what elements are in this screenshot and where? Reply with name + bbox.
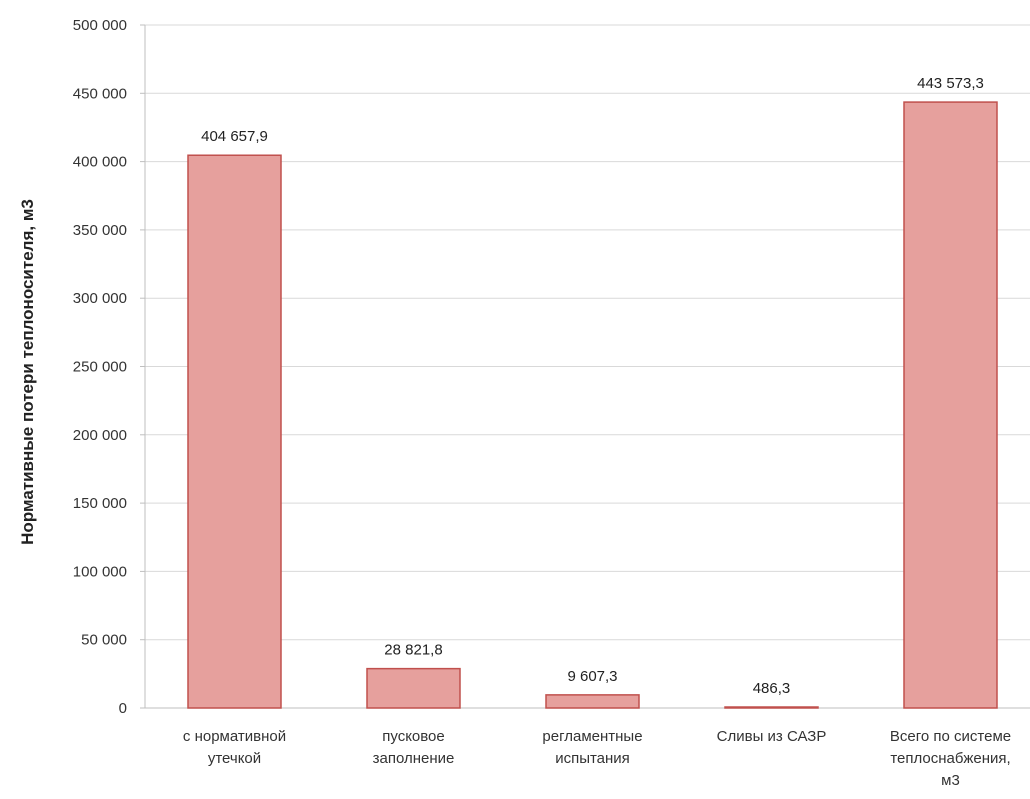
gridlines xyxy=(145,24,1030,641)
y-tick-label: 0 xyxy=(119,700,127,717)
x-category-label: Сливы из САЗР xyxy=(717,728,827,745)
y-axis-title: Нормативные потери теплоносителя, м3 xyxy=(18,199,37,545)
data-label: 9 607,3 xyxy=(567,668,617,685)
y-tick-label: 500 000 xyxy=(73,17,127,34)
x-category-label: Всего по системе xyxy=(890,728,1011,745)
y-tick-label: 50 000 xyxy=(81,632,127,649)
x-category-label: м3 xyxy=(941,772,960,789)
y-tick-label: 100 000 xyxy=(73,563,127,580)
y-tick-label: 250 000 xyxy=(73,359,127,376)
bar xyxy=(903,101,998,709)
bar xyxy=(545,694,640,709)
data-label: 404 657,9 xyxy=(201,128,268,145)
y-tick-label: 350 000 xyxy=(73,222,127,239)
x-category-label: испытания xyxy=(555,750,630,767)
y-tick-label: 300 000 xyxy=(73,290,127,307)
data-label: 486,3 xyxy=(753,680,791,697)
y-tick-label: 450 000 xyxy=(73,85,127,102)
data-label: 28 821,8 xyxy=(384,642,442,659)
x-category-label: заполнение xyxy=(373,750,455,767)
y-tick-label: 200 000 xyxy=(73,427,127,444)
x-category-label: регламентные xyxy=(542,728,642,745)
x-category-label: утечкой xyxy=(208,750,261,767)
bar xyxy=(724,706,819,709)
data-label: 443 573,3 xyxy=(917,75,984,92)
labels: 0 50 000 100 000 150 000 200 000 250 000 300 0… xyxy=(73,17,1011,789)
bars xyxy=(187,101,998,709)
x-category-label: с нормативной xyxy=(183,728,286,745)
y-tick-label: 150 000 xyxy=(73,495,127,512)
x-category-label: пусковое xyxy=(382,728,445,745)
y-tick-label: 400 000 xyxy=(73,154,127,171)
bar xyxy=(187,154,282,709)
x-category-label: теплоснабжения, xyxy=(890,750,1010,767)
bar xyxy=(366,667,461,709)
